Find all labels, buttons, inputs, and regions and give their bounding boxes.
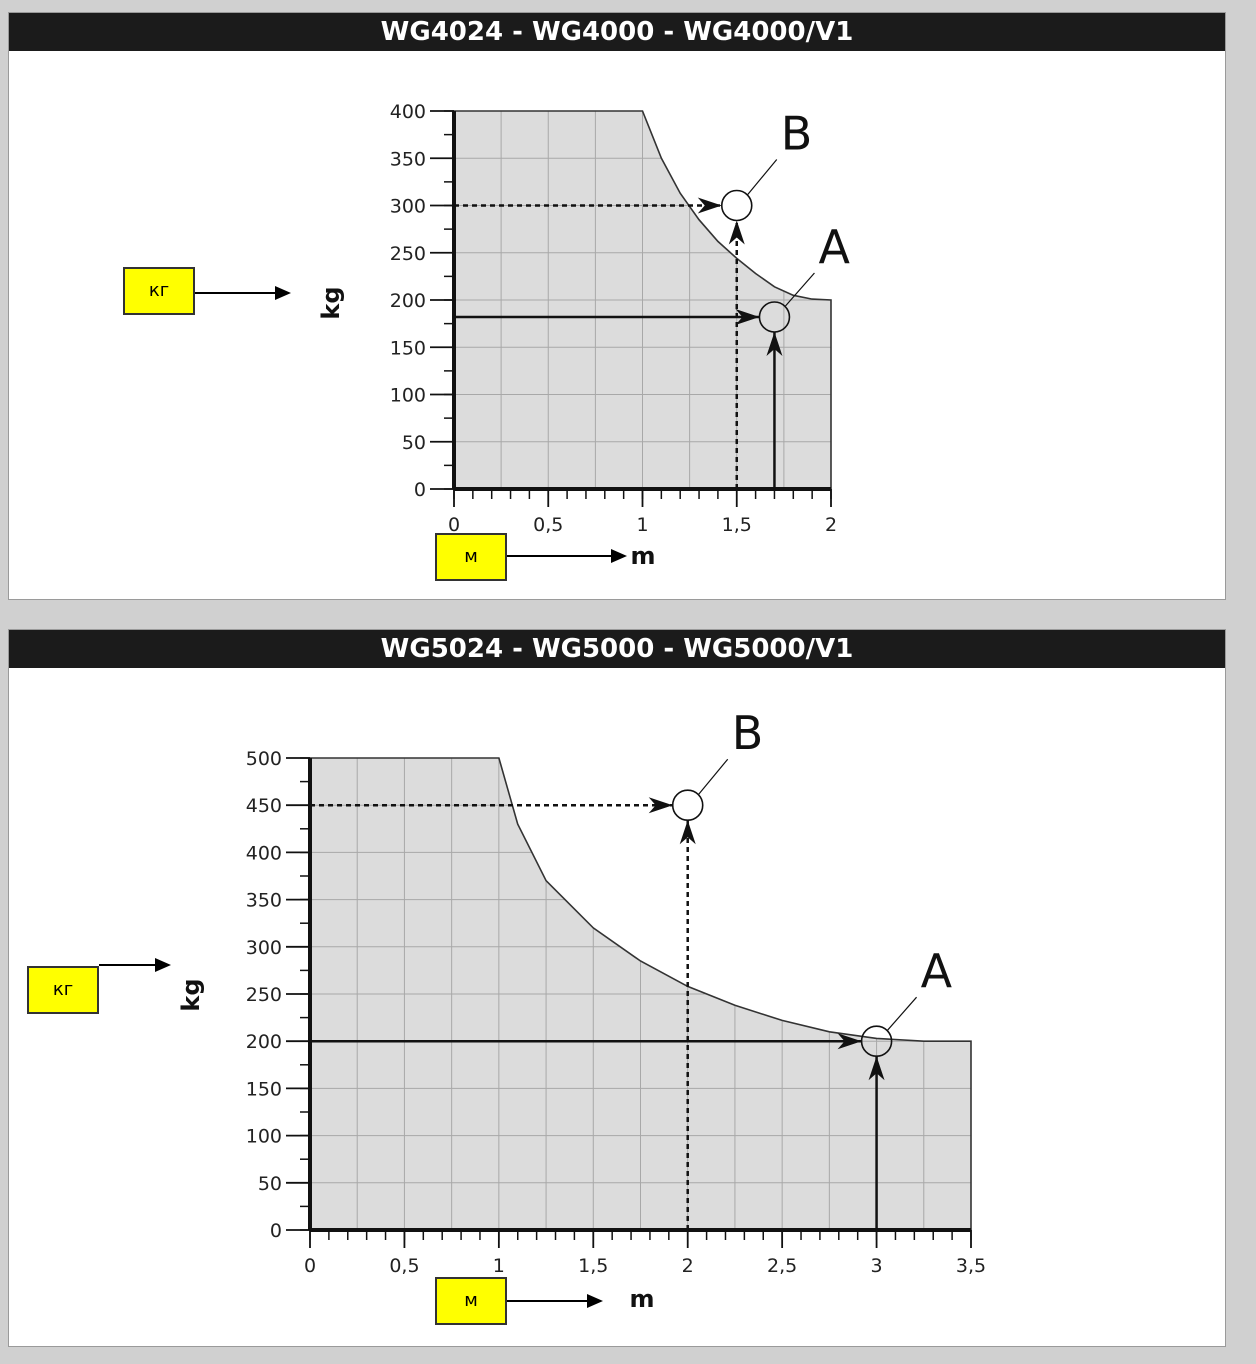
point-b-leader [747,159,778,195]
point-b-h-arrow [648,797,673,814]
x-tick-label: 0,5 [533,514,563,536]
y-axis-title: kg [317,286,345,319]
x-tick-label: 1,5 [578,1255,608,1277]
point-a-v-arrow [868,1056,885,1081]
y-axis-title: kg [177,978,205,1011]
boundary-curve [310,757,972,1230]
y-tick-label: 400 [246,842,282,864]
y-tick-label: 450 [246,795,282,817]
point-a-leader [784,272,815,307]
y-tick-label: 0 [270,1220,282,1242]
m-annotation-arrow [507,1294,603,1308]
point-b-marker [720,189,753,222]
point-b-v-arrow [728,220,745,245]
x-axis-title: m [630,542,655,570]
y-tick-label: 50 [402,432,426,454]
m-annotation-box: м [435,1277,507,1325]
y-tick-label: 250 [246,984,282,1006]
chart-panel-wg5000: WG5024 - WG5000 - WG5000/V1 0 0,5 1 1,5 2 2,5… [8,629,1226,1347]
chart-panel-wg4000: WG4024 - WG4000 - WG4000/V1 0 0,5 1 1,5 2 0 50… [8,12,1226,600]
point-a-h-arrow [837,1033,862,1050]
x-tick-label: 2 [682,1255,694,1277]
x-tick-label: 1 [636,514,648,536]
m-annotation-arrow [507,549,627,563]
y-tick-label: 100 [246,1126,282,1148]
y-tick-label: 300 [390,196,426,218]
x-tick-label: 3,5 [956,1255,986,1277]
kg-annotation-box: кг [27,966,99,1014]
x-tick-label: 0 [448,514,460,536]
x-tick-label: 1 [493,1255,505,1277]
y-tick-label: 150 [390,337,426,359]
point-b-label: B [732,706,764,760]
y-tick-label: 350 [390,148,426,170]
y-tick-label: 100 [390,385,426,407]
y-tick-label: 200 [246,1031,282,1053]
point-a-leader [887,996,918,1031]
kg-annotation-arrow [99,958,171,972]
kg-annotation-box: кг [123,267,195,315]
y-tick-label: 0 [414,479,426,501]
y-tick-label: 350 [246,890,282,912]
boundary-curve [454,110,832,489]
y-tick-label: 200 [390,290,426,312]
point-a-marker [758,301,791,333]
x-tick-label: 2,5 [767,1255,797,1277]
y-tick-label: 500 [246,748,282,770]
point-b-h-arrow [697,197,722,214]
point-a-h-arrow [735,309,760,326]
point-a-v-arrow [766,332,783,357]
point-b-v-arrow [679,820,696,845]
y-tick-label: 400 [390,101,426,123]
x-tick-label: 2 [825,514,837,536]
point-a-label: A [921,944,953,998]
y-tick-label: 50 [258,1173,282,1195]
chart-wg4000: 0 0,5 1 1,5 2 0 50 100 150 200 250 300 350 400 kg m A B [317,101,850,570]
x-tick-label: 0,5 [389,1255,419,1277]
panel-title: WG4024 - WG4000 - WG4000/V1 [9,13,1225,51]
y-tick-label: 300 [246,937,282,959]
panel-title: WG5024 - WG5000 - WG5000/V1 [9,630,1225,668]
x-axis-title: m [629,1285,654,1313]
m-annotation-box: м [435,533,507,581]
x-tick-label: 0 [304,1255,316,1277]
y-tick-label: 250 [390,243,426,265]
point-b-label: B [781,107,813,161]
point-a-label: A [818,220,850,274]
point-b-leader [698,758,729,795]
chart-wg5000: 0 0,5 1 1,5 2 2,5 3 3,5 0 50 100 150 200 250 300 350 400… [177,706,986,1313]
kg-annotation-arrow [195,286,291,300]
point-b-marker [671,789,704,821]
point-a-marker [860,1025,893,1058]
y-tick-label: 150 [246,1078,282,1100]
x-tick-label: 1,5 [722,514,752,536]
x-tick-label: 3 [871,1255,883,1277]
